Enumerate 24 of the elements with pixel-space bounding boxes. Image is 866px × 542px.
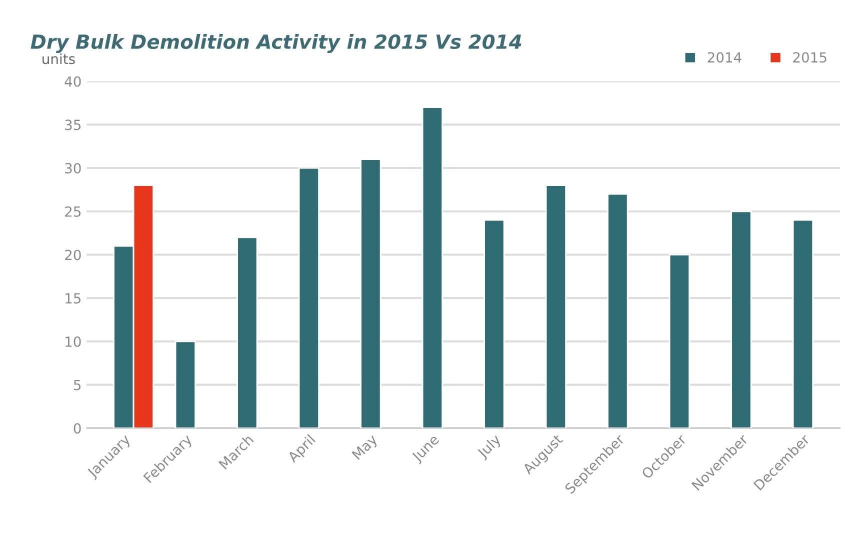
chart-title: Dry Bulk Demolition Activity in 2015 Vs 2014	[30, 34, 522, 53]
bar	[730, 210, 752, 428]
legend-label: 2014	[708, 52, 742, 63]
y-tick-label: 20	[65, 250, 81, 260]
bar	[484, 219, 505, 428]
y-tick-label: 10	[66, 336, 81, 347]
y-tick-label: 35	[65, 120, 81, 130]
bar	[360, 158, 382, 428]
bar	[792, 219, 814, 428]
bar	[422, 106, 444, 428]
bar	[174, 340, 196, 428]
bar	[607, 193, 628, 428]
bar	[298, 167, 320, 428]
y-tick-label: 25	[65, 206, 81, 217]
y-tick-label: 30	[65, 162, 81, 174]
y-tick-label: 5	[74, 380, 81, 390]
legend-label: 2015	[793, 52, 826, 63]
bar	[545, 184, 567, 428]
y-axis-title: units	[42, 53, 75, 64]
bar	[236, 236, 258, 428]
y-tick-label: 0	[74, 423, 81, 434]
bar	[668, 254, 690, 428]
y-tick-label: 15	[66, 293, 81, 304]
y-tick-label: 40	[64, 76, 81, 87]
